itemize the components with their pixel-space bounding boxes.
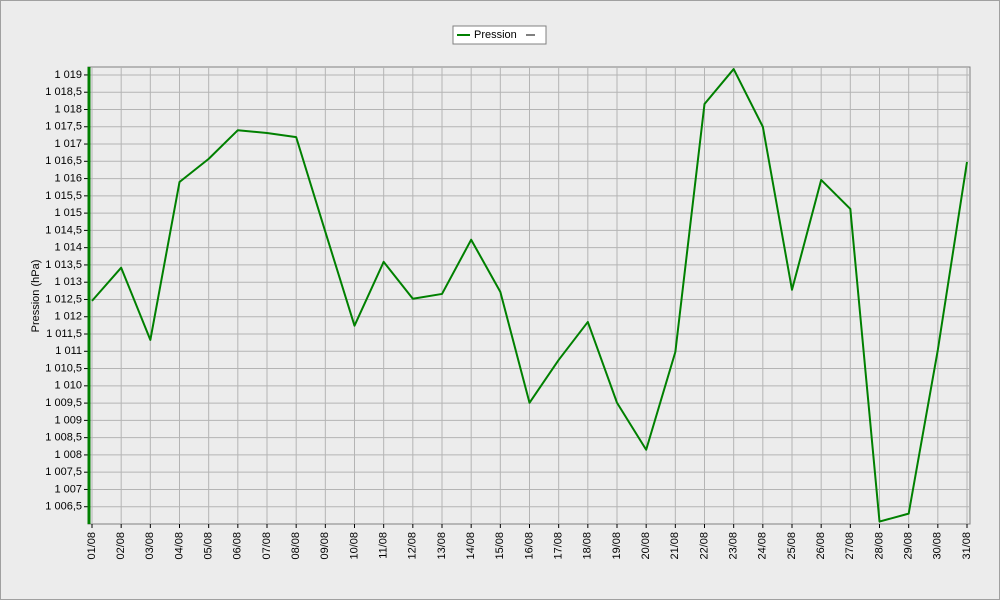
x-tick-label: 09/08	[319, 532, 331, 560]
x-tick-label: 17/08	[553, 532, 565, 560]
x-tick-label: 06/08	[232, 532, 244, 560]
x-tick-label: 28/08	[873, 532, 885, 560]
x-tick-label: 13/08	[436, 532, 448, 560]
y-tick-label: 1 010	[54, 380, 82, 392]
x-tick-label: 05/08	[203, 532, 215, 560]
y-tick-label: 1 008,5	[45, 432, 82, 444]
y-tick-label: 1 014	[54, 242, 82, 254]
legend: Pression	[452, 25, 547, 45]
y-tick-label: 1 009,5	[45, 397, 82, 409]
y-tick-label: 1 007	[54, 483, 82, 495]
legend-box	[452, 25, 547, 45]
x-tick-label: 19/08	[611, 532, 623, 560]
y-tick-label: 1 015	[54, 207, 82, 219]
x-tick-label: 25/08	[786, 532, 798, 560]
x-tick-label: 21/08	[669, 532, 681, 560]
series-line	[91, 68, 968, 523]
x-tick-label: 31/08	[961, 532, 973, 560]
y-tick-label: 1 016	[54, 172, 82, 184]
x-tick-label: 03/08	[144, 532, 156, 560]
x-tick-label: 11/08	[378, 532, 390, 559]
x-tick-label: 15/08	[494, 532, 506, 560]
x-tick-label: 02/08	[115, 532, 127, 560]
x-tick-label: 14/08	[465, 532, 477, 560]
x-tick-label: 24/08	[757, 532, 769, 560]
y-tick-label: 1 015,5	[45, 190, 82, 202]
x-tick-label: 01/08	[86, 532, 98, 560]
x-tick-label: 27/08	[844, 532, 856, 560]
y-axis-label: Pression (hPa)	[30, 260, 42, 333]
x-tick-label: 26/08	[815, 532, 827, 560]
y-tick-label: 1 017,5	[45, 121, 82, 133]
x-tick-label: 16/08	[523, 532, 535, 560]
x-tick-label: 07/08	[261, 532, 273, 560]
y-tick-label: 1 013	[54, 276, 82, 288]
y-tick-label: 1 012	[54, 311, 82, 323]
x-tick-label: 10/08	[348, 532, 360, 560]
x-tick-label: 23/08	[728, 532, 740, 560]
y-tick-label: 1 008	[54, 449, 82, 461]
y-tick-label: 1 016,5	[45, 155, 82, 167]
x-tick-label: 29/08	[903, 532, 915, 560]
y-tick-label: 1 019	[54, 69, 82, 81]
x-tick-label: 30/08	[932, 532, 944, 560]
y-tick-label: 1 010,5	[45, 362, 82, 374]
y-tick-label: 1 007,5	[45, 466, 82, 478]
y-tick-label: 1 006,5	[45, 501, 82, 513]
y-tick-label: 1 018	[54, 103, 82, 115]
y-tick-label: 1 018,5	[45, 86, 82, 98]
x-tick-label: 04/08	[173, 532, 185, 560]
x-tick-label: 08/08	[290, 532, 302, 560]
y-tick-label: 1 009	[54, 414, 82, 426]
x-tick-label: 20/08	[640, 532, 652, 560]
y-tick-label: 1 014,5	[45, 224, 82, 236]
x-tick-label: 22/08	[698, 532, 710, 560]
y-tick-label: 1 011,5	[46, 328, 82, 340]
x-tick-label: 12/08	[407, 532, 419, 560]
legend-label: Pression	[474, 29, 517, 41]
y-tick-label: 1 017	[54, 138, 82, 150]
y-tick-label: 1 011	[55, 345, 82, 357]
y-tick-label: 1 012,5	[45, 293, 82, 305]
x-tick-label: 18/08	[582, 532, 594, 560]
y-tick-label: 1 013,5	[45, 259, 82, 271]
